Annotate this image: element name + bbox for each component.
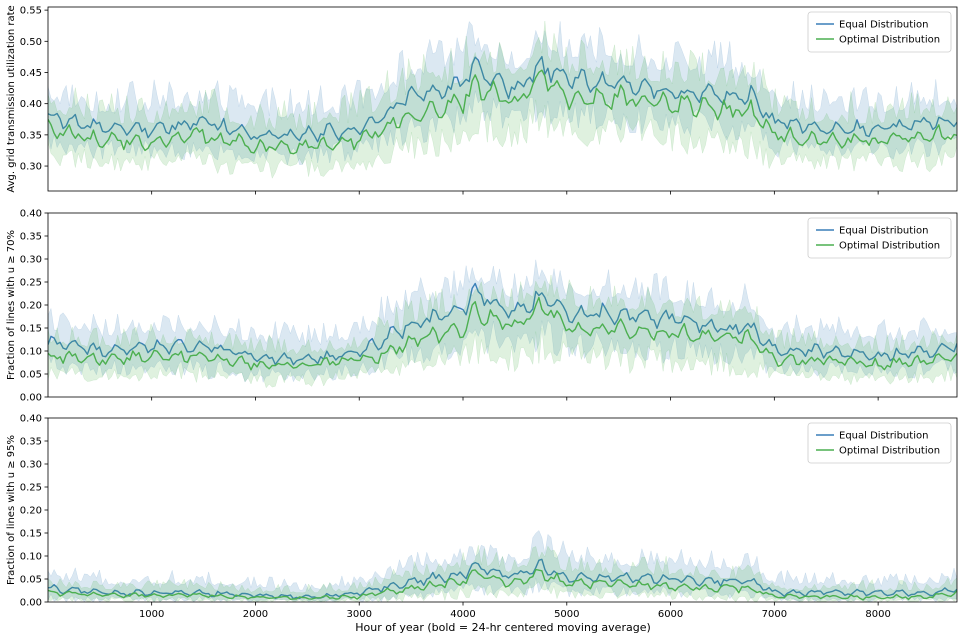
series-band-equal	[48, 259, 957, 383]
y-tick-label: 0.00	[20, 598, 42, 609]
legend-label: Optimal Distribution	[839, 241, 940, 252]
series-band-equal	[48, 530, 957, 602]
data-layer	[48, 259, 957, 389]
y-tick-label: 0.20	[20, 301, 42, 312]
series-line-optimal	[48, 296, 957, 371]
series-line-equal	[48, 55, 957, 143]
y-tick-label: 0.45	[20, 68, 42, 79]
x-tick-label: 1000	[139, 609, 164, 620]
y-tick-label: 0.05	[20, 370, 42, 381]
legend-label: Optimal Distribution	[839, 35, 940, 46]
y-tick-label: 0.30	[20, 460, 42, 471]
y-tick-label: 0.10	[20, 347, 42, 358]
y-tick-label: 0.40	[20, 99, 42, 110]
legend-box	[807, 11, 952, 53]
series-line-equal	[48, 282, 957, 366]
y-tick-label: 0.00	[20, 393, 42, 404]
legend-label: Equal Distribution	[839, 431, 928, 442]
plot-area	[48, 7, 957, 191]
series-line-optimal	[48, 69, 957, 155]
x-tick-label: 7000	[762, 609, 787, 620]
y-tick-label: 0.05	[20, 575, 42, 586]
series-band-equal	[48, 21, 957, 166]
panel-fraction-u-ge-95: 0.00 0.05 0.10 0.15 0.20 0.25 0.30 0.35 0.40 1000…	[6, 414, 958, 620]
x-axis-label: Hour of year (bold = 24-hr centered movi…	[355, 621, 651, 634]
x-tick-label: 3000	[347, 609, 372, 620]
x-tick-label: 4000	[450, 609, 475, 620]
legend-box	[807, 422, 952, 464]
data-layer	[48, 20, 957, 179]
y-tick-label: 0.35	[20, 437, 42, 448]
x-tick-label: 5000	[554, 609, 579, 620]
y-tick-label: 0.25	[20, 483, 42, 494]
y-tick-label: 0.50	[20, 37, 42, 48]
legend-box	[807, 217, 952, 259]
legend: Equal Distribution Optimal Distribution	[807, 422, 952, 464]
y-tick-label: 0.55	[20, 6, 42, 17]
y-tick-label: 0.40	[20, 414, 42, 425]
x-tick-label: 8000	[865, 609, 890, 620]
plot-area	[48, 213, 957, 397]
series-line-optimal	[48, 568, 957, 601]
series-band-optimal	[48, 20, 957, 179]
y-tick-label: 0.35	[20, 232, 42, 243]
y-tick-label: 0.40	[20, 209, 42, 220]
series-band-optimal	[48, 545, 957, 602]
y-axis-label: Avg. grid transmission utilization rate	[6, 5, 17, 192]
data-layer	[48, 530, 957, 602]
y-tick-label: 0.15	[20, 529, 42, 540]
y-tick-label: 0.10	[20, 552, 42, 563]
legend-label: Equal Distribution	[839, 226, 928, 237]
y-tick-label: 0.35	[20, 130, 42, 141]
plot-area	[48, 418, 957, 602]
y-axis-label: Fraction of lines with u ≥ 95%	[6, 435, 17, 585]
y-tick-label: 0.30	[20, 162, 42, 173]
x-tick-label: 2000	[243, 609, 268, 620]
panel-fraction-u-ge-70: 0.00 0.05 0.10 0.15 0.20 0.25 0.30 0.35 0.40Frac…	[6, 209, 958, 404]
legend: Equal Distribution Optimal Distribution	[807, 11, 952, 53]
y-axis-label: Fraction of lines with u ≥ 70%	[6, 230, 17, 380]
x-tick-label: 6000	[658, 609, 683, 620]
legend-label: Equal Distribution	[839, 20, 928, 31]
y-tick-label: 0.30	[20, 255, 42, 266]
legend-label: Optimal Distribution	[839, 446, 940, 457]
y-tick-label: 0.20	[20, 506, 42, 517]
y-tick-label: 0.15	[20, 324, 42, 335]
legend: Equal Distribution Optimal Distribution	[807, 217, 952, 259]
series-band-optimal	[48, 274, 957, 389]
y-tick-label: 0.25	[20, 278, 42, 289]
axes-frame	[47, 6, 958, 192]
